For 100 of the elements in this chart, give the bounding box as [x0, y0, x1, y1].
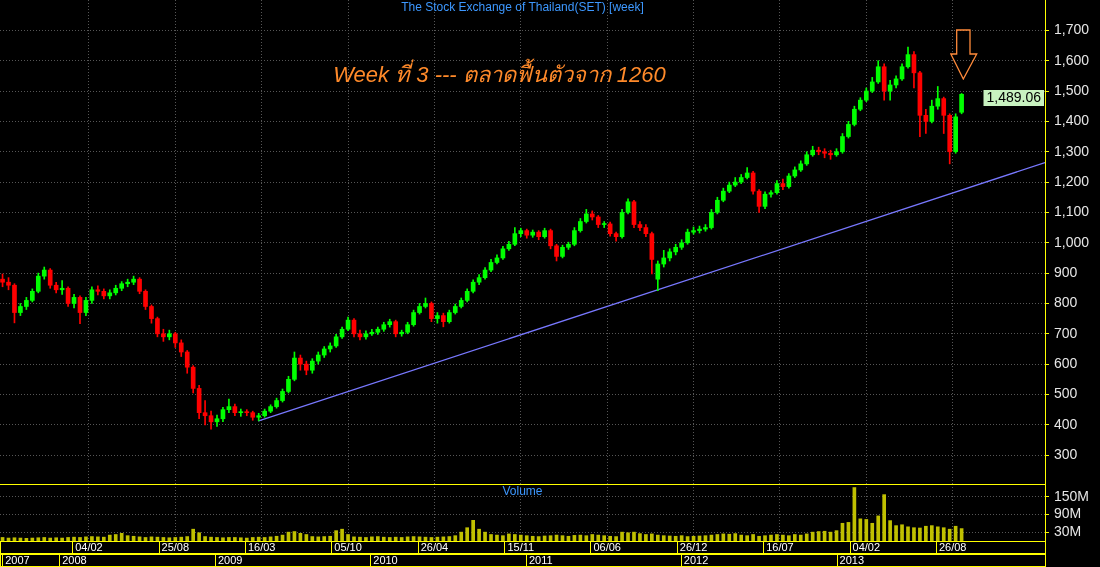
chart-title: Volume: [502, 484, 543, 499]
bar: [751, 534, 755, 541]
bar: [185, 536, 190, 541]
x-tick-label: 16/03: [247, 540, 276, 553]
bar: [620, 531, 624, 541]
bar: [471, 520, 475, 541]
bar: [530, 535, 535, 541]
x-tick-label: 26/04: [420, 540, 449, 553]
bar: [501, 535, 505, 541]
chart-title: The Stock Exchange of Thailand(SET) [week]: [401, 0, 644, 15]
bar: [113, 534, 118, 541]
y-tick-label: 1,100: [1054, 203, 1090, 220]
y-tick-label: 150M: [1054, 487, 1090, 504]
bar: [447, 536, 452, 541]
bar: [638, 533, 642, 541]
bar: [12, 537, 17, 541]
x2-tick-label: 2008: [62, 553, 87, 566]
bar: [340, 528, 344, 541]
bar: [72, 536, 76, 541]
x-tick-label: 06/06: [593, 540, 621, 553]
bar: [227, 537, 231, 541]
bar: [203, 536, 207, 541]
bar: [882, 494, 886, 541]
x-tick-label: 26/08: [938, 540, 967, 553]
x2-tick-label: 2011: [528, 553, 553, 566]
bar: [935, 526, 940, 541]
bar: [239, 537, 243, 541]
bar: [894, 525, 898, 541]
bar: [900, 524, 904, 541]
bar: [924, 525, 928, 541]
bar: [96, 536, 100, 541]
bar: [667, 535, 672, 541]
bar: [608, 535, 612, 541]
y-tick-label: 300: [1054, 446, 1078, 463]
bar: [42, 537, 47, 541]
candlestick: [202, 400, 208, 426]
bar: [346, 534, 350, 541]
bar: [513, 534, 517, 541]
bar: [250, 537, 255, 541]
bar: [387, 537, 392, 541]
bar: [483, 531, 487, 541]
bar: [393, 536, 398, 541]
bar: [381, 536, 386, 541]
bar: [614, 536, 618, 541]
bar: [673, 535, 678, 541]
bar: [929, 525, 934, 541]
bar: [453, 535, 458, 541]
y-tick-label: 400: [1054, 415, 1078, 432]
bar: [870, 522, 875, 541]
bar: [60, 537, 64, 541]
bar: [804, 533, 809, 541]
bar: [655, 534, 660, 541]
bar: [358, 536, 362, 541]
x-tick-label: 15/11: [507, 540, 535, 553]
x-tick-label: 05/10: [334, 540, 362, 553]
bar: [775, 534, 779, 541]
bar: [650, 533, 654, 541]
bar: [101, 536, 106, 541]
y-tick-label: 90M: [1054, 505, 1082, 522]
y-tick-label: 1,400: [1054, 112, 1090, 129]
y-tick-label: 700: [1054, 324, 1078, 341]
bar: [167, 537, 172, 541]
x2-tick-label: 2012: [683, 553, 709, 566]
candlestick: [238, 408, 244, 417]
bar: [947, 528, 952, 541]
bar: [792, 534, 797, 541]
bar: [215, 537, 219, 541]
bar: [745, 535, 749, 541]
x-tick-label: 04/02: [75, 540, 103, 553]
bar: [221, 537, 225, 541]
bar: [459, 531, 464, 541]
y-tick-label: 500: [1054, 385, 1078, 402]
bar: [590, 534, 595, 541]
bar: [119, 532, 124, 541]
annotation: Week ที่ 3 --- ตลาดฟื้นตัวจาก 1260: [333, 58, 667, 88]
bar: [524, 535, 529, 541]
bar: [90, 536, 94, 541]
bar: [632, 531, 636, 541]
bar: [316, 536, 321, 541]
bar: [376, 536, 380, 541]
bar: [763, 535, 767, 541]
x2-tick-label: 2013: [839, 553, 865, 566]
bar: [209, 536, 213, 541]
bar: [179, 536, 184, 541]
bar: [912, 527, 916, 541]
bar: [256, 536, 261, 541]
bar: [244, 537, 249, 541]
bar: [602, 535, 607, 541]
bar: [54, 537, 58, 541]
bar: [328, 535, 333, 541]
bar: [888, 520, 892, 541]
bar: [173, 537, 178, 541]
bar: [739, 534, 744, 541]
bar: [727, 533, 732, 541]
bar: [334, 530, 338, 541]
bar: [798, 534, 803, 541]
bar: [918, 527, 922, 541]
bar: [661, 535, 666, 541]
bar: [465, 527, 470, 541]
x-tick-label: 26/12: [679, 540, 708, 553]
